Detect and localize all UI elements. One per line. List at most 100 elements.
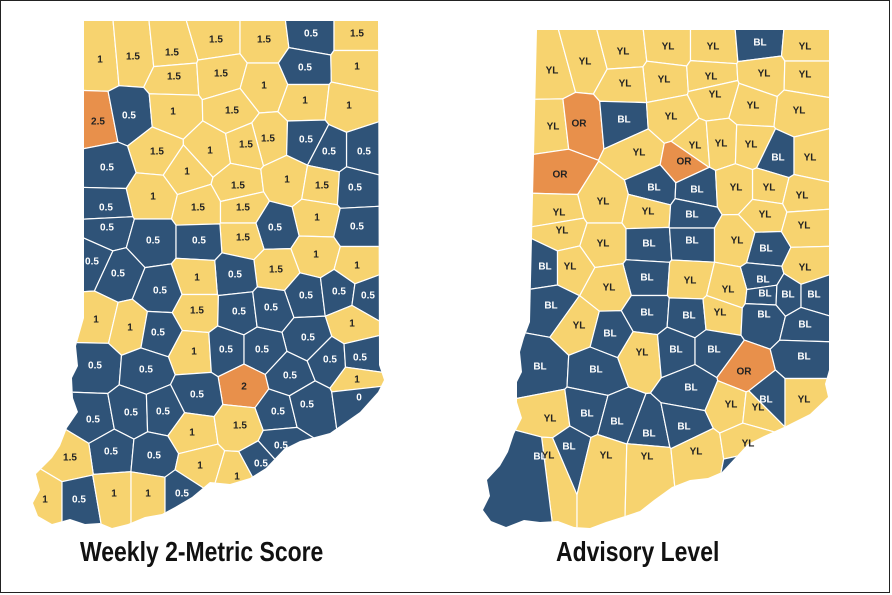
left-map-county-label: 0.5 [353,353,367,364]
left-map-county-label: 1 [349,319,355,330]
left-map-county-label: 1.5 [191,203,205,214]
right-map-county-label: BL [580,409,593,420]
left-map-county-label: 1.5 [233,421,247,432]
left-map-county-label: 0.5 [304,29,318,40]
right-map-county [781,173,829,213]
right-map-county-label: BL [758,289,771,300]
left-map-county-label: 1.5 [150,147,164,158]
left-map-county [33,340,123,395]
right-map-county-label: BL [781,290,794,301]
right-map-county-label: BL [642,429,655,440]
right-map-county-label: YL [544,414,557,425]
left-map-county-label: 0.5 [124,408,138,419]
right-map: YL YL YL YL YL BL YL YL YL YL YL YL YL OR BL YL YL YL YL YL… [483,30,829,528]
right-map-county-label: BL [685,236,698,247]
right-map-county-label: YL [600,451,613,462]
right-map-county-label: BL [677,422,690,433]
left-map-county-label: 0.5 [147,451,161,462]
right-map-county-label: BL [647,183,660,194]
left-map-county-label: 0 [356,393,362,404]
left-map-county-label: 0.5 [219,345,233,356]
left-map-county-label: 1 [302,96,308,107]
left-map-county-label: 1.5 [63,453,77,464]
left-map-county-label: 0.5 [332,287,346,298]
right-map-county-label: YL [798,395,811,406]
right-map-county-label: YL [689,141,702,152]
right-map-county-label: BL [745,458,758,469]
left-map-county-label: 1.5 [236,203,250,214]
left-map-county-label: 0.5 [299,291,313,302]
left-map-county-label: 1.5 [315,181,329,192]
left-map-county-label: 0.5 [271,407,285,418]
right-map-county-label: BL [759,395,772,406]
right-map-county-label: BL [807,290,820,301]
left-map-county-label: 1 [313,250,319,261]
left-map-county-label: 1 [314,213,320,224]
right-map-county-label: YL [793,106,806,117]
right-map-county-label: YL [573,321,586,332]
left-map-county-label: 0.5 [299,135,313,146]
left-map-county-label: 1 [127,323,133,334]
right-map-county-label: YL [742,439,755,450]
left-map-county-label: 1 [145,489,151,500]
right-map-county-label: YL [684,276,697,287]
left-map-county [343,330,384,376]
left-map-county-label: 1 [93,315,99,326]
right-map-county [670,427,725,528]
right-map-county-label: YL [715,139,728,150]
right-map-county-label: BL [682,311,695,322]
left-map-county [33,290,119,344]
right-map-county [780,207,829,248]
left-map-county [33,141,137,190]
left-map-county-label: 1.5 [236,233,250,244]
left-map-county-label: 1 [346,101,352,112]
right-map-county-label: OR [553,170,569,181]
left-map-county-label: 0.5 [72,495,86,506]
right-map-county-label: YL [553,208,566,219]
right-map-county-label: YL [603,283,616,294]
left-map-county-label: 0.5 [232,307,246,318]
right-map-county-label: YL [547,122,560,133]
right-map-county-label: BL [685,210,698,221]
left-map-county-label: 1.5 [214,69,228,80]
right-map-county-label: BL [753,38,766,49]
left-map-county-label: 0.5 [350,222,364,233]
left-map-county-label: 1 [261,81,267,92]
right-map-county-label: YL [619,79,632,90]
left-map-county-label: 0.5 [254,459,268,470]
right-map-county-label: YL [597,197,610,208]
right-map-county-label: YL [636,348,649,359]
right-map-county-label: BL [771,153,784,164]
right-map-county-label: YL [579,57,592,68]
left-map-county-label: 1.5 [209,35,223,46]
left-map-county [333,21,384,52]
left-map-county [331,383,384,528]
right-map-caption: Advisory Level [556,536,720,567]
right-map-county-label: YL [758,69,771,80]
left-map-county-label: 1 [354,261,360,272]
left-map-county-label: 1 [354,375,360,386]
right-map-county-label: BL [684,383,697,394]
right-map-county-label: YL [642,207,655,218]
left-map-county-label: 0.5 [153,286,167,297]
left-map-county-label: 1 [184,167,190,178]
right-map-county-label: BL [610,417,623,428]
right-map-county-label: BL [589,365,602,376]
right-map-county-label: YL [709,90,722,101]
left-map-county-label: 1 [234,472,240,483]
left-map-county-label: 1 [97,55,103,66]
left-map-county [33,21,120,92]
left-map-county-label: 0.5 [99,203,113,214]
left-map-county-label: 1.5 [257,35,271,46]
right-map-county-label: YL [722,285,735,296]
left-map-county [33,185,134,222]
left-map-county [130,471,166,528]
right-map-county-label: YL [731,236,744,247]
left-map-county-label: 0.5 [283,371,297,382]
right-map-county-label: YL [747,101,760,112]
right-map-county-label: YL [542,451,555,462]
right-map-county [778,306,829,343]
left-map-county-label: 0.5 [300,400,314,411]
left-map-county-label: 0.5 [268,223,282,234]
